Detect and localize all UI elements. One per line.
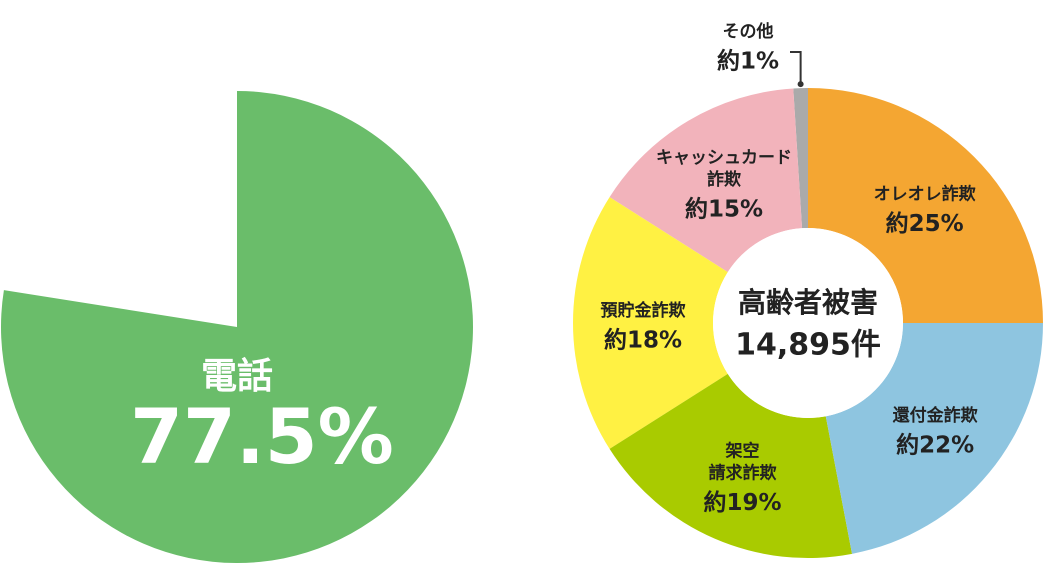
donut-slice bbox=[572, 197, 728, 449]
donut-slice bbox=[609, 88, 803, 273]
leader-dot bbox=[797, 81, 804, 88]
slice-label: その他 bbox=[723, 21, 774, 42]
slice-label: 詐欺 bbox=[707, 169, 741, 190]
slice-label: 電話 bbox=[201, 356, 273, 397]
donut-slice bbox=[825, 323, 1043, 554]
value-label: 約15% bbox=[685, 195, 763, 222]
leader-line bbox=[790, 51, 802, 85]
pie-slice bbox=[1, 91, 473, 563]
donut-slice bbox=[808, 88, 1043, 323]
slice-label: オレオレ詐欺 bbox=[874, 183, 976, 204]
value-label: 77.5% bbox=[130, 392, 394, 481]
value-label: 約18% bbox=[604, 327, 682, 354]
donut-slice bbox=[793, 88, 808, 229]
center-total: 14,895件 bbox=[735, 328, 881, 363]
donut-hole bbox=[713, 228, 903, 418]
slice-label: キャッシュカード bbox=[656, 148, 792, 168]
value-label: 約22% bbox=[896, 432, 974, 459]
slice-label: 預貯金詐欺 bbox=[601, 300, 686, 321]
slice-label: 還付金詐欺 bbox=[893, 405, 978, 426]
value-label: 約1% bbox=[717, 48, 779, 75]
donut-slice bbox=[609, 373, 853, 558]
slice-label: 架空 bbox=[725, 440, 759, 461]
value-label: 約19% bbox=[703, 489, 781, 516]
value-label: 約25% bbox=[886, 210, 964, 237]
center-title: 高齢者被害 bbox=[738, 286, 878, 319]
slice-label: 請求詐欺 bbox=[708, 462, 776, 483]
